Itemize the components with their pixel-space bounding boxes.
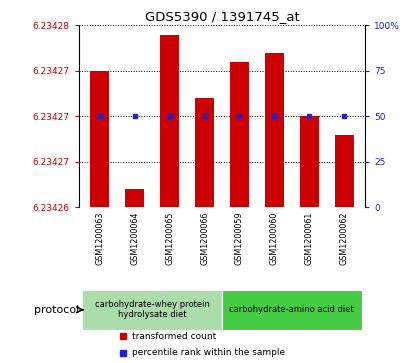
Text: percentile rank within the sample: percentile rank within the sample — [132, 348, 285, 357]
Title: GDS5390 / 1391745_at: GDS5390 / 1391745_at — [145, 10, 299, 23]
Bar — [222, 290, 362, 330]
Text: GSM1200065: GSM1200065 — [165, 211, 174, 265]
Bar — [82, 290, 222, 330]
Text: GSM1200059: GSM1200059 — [235, 211, 244, 265]
Bar — [230, 62, 249, 207]
Text: GSM1200064: GSM1200064 — [130, 211, 139, 265]
Text: protocol: protocol — [34, 305, 80, 315]
Text: GSM1200066: GSM1200066 — [200, 211, 209, 265]
Text: transformed count: transformed count — [132, 332, 216, 340]
Bar — [125, 189, 144, 207]
Text: carbohydrate-whey protein
hydrolysate diet: carbohydrate-whey protein hydrolysate di… — [95, 300, 210, 319]
Bar — [90, 71, 110, 207]
Text: GSM1200061: GSM1200061 — [305, 211, 314, 265]
Bar — [265, 53, 284, 207]
Bar — [300, 116, 319, 207]
Text: GSM1200063: GSM1200063 — [95, 211, 104, 265]
Bar — [195, 98, 214, 207]
Text: carbohydrate-amino acid diet: carbohydrate-amino acid diet — [229, 305, 354, 314]
Bar — [334, 135, 354, 207]
Text: GSM1200062: GSM1200062 — [340, 211, 349, 265]
Bar — [160, 34, 179, 207]
Text: GSM1200060: GSM1200060 — [270, 211, 279, 265]
